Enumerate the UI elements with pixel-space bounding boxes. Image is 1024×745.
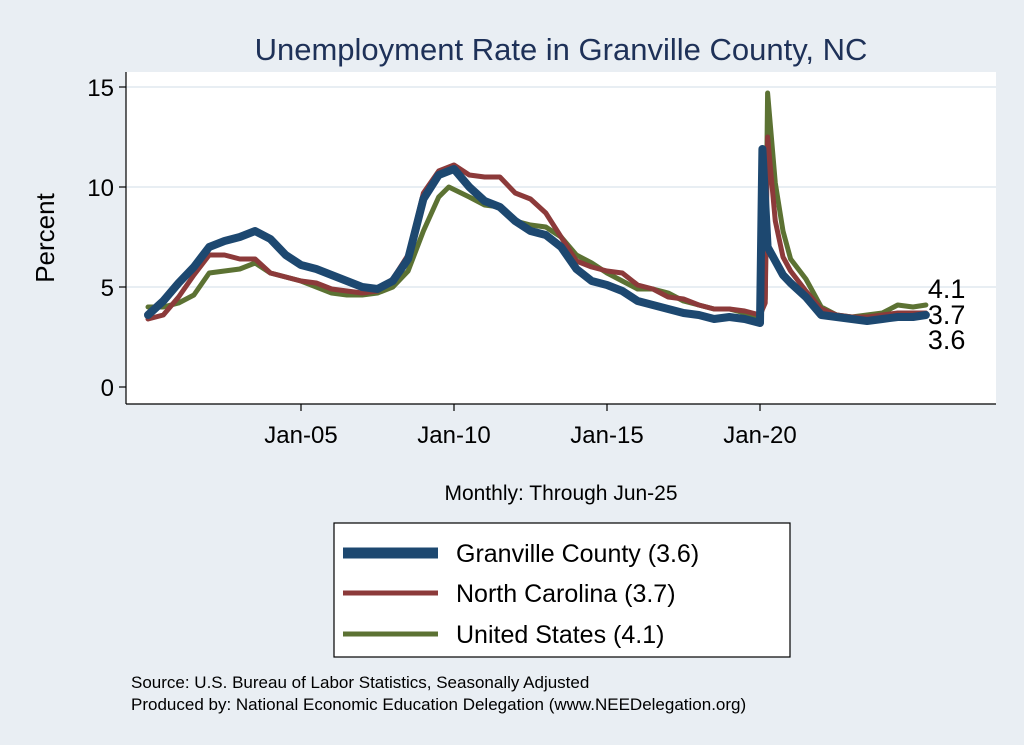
series-line-granville-county [144, 145, 930, 327]
gridlines [126, 86, 996, 288]
end-label-4.1: 4.1 [928, 274, 966, 304]
end-label-3.7: 3.7 [928, 300, 966, 330]
y-axis-title: Percent [30, 192, 60, 282]
series-lines [144, 90, 930, 327]
legend-label-granville-county: Granville County (3.6) [456, 540, 699, 568]
y-tick-label-0: 0 [101, 375, 114, 402]
x-tick-label-Jan-15: Jan-15 [570, 422, 643, 449]
series-line-north-carolina [145, 134, 929, 322]
y-axis-ticks: 0 5 10 15 [87, 75, 126, 402]
chart-title: Unemployment Rate in Granville County, N… [255, 32, 868, 67]
x-tick-label-Jan-05: Jan-05 [264, 422, 337, 449]
legend: Granville County (3.6) North Carolina (3.… [343, 540, 699, 649]
y-tick-label-5: 5 [101, 275, 114, 302]
end-value-labels: 4.13.73.6 [928, 274, 966, 355]
y-tick-label-15: 15 [87, 75, 114, 102]
x-tick-label-Jan-20: Jan-20 [723, 422, 796, 449]
x-tick-label-Jan-10: Jan-10 [417, 422, 490, 449]
x-axis-title: Monthly: Through Jun-25 [444, 482, 677, 505]
legend-label-north-carolina: North Carolina (3.7) [456, 580, 676, 608]
y-tick-label-10: 10 [87, 175, 114, 202]
x-axis-ticks: Jan-05 Jan-10 Jan-15 Jan-20 [264, 404, 797, 449]
source-note: Source: U.S. Bureau of Labor Statistics,… [131, 673, 589, 692]
legend-label-united-states: United States (4.1) [456, 621, 664, 649]
end-label-3.6: 3.6 [928, 325, 966, 355]
producer-note: Produced by: National Economic Education… [131, 695, 746, 714]
